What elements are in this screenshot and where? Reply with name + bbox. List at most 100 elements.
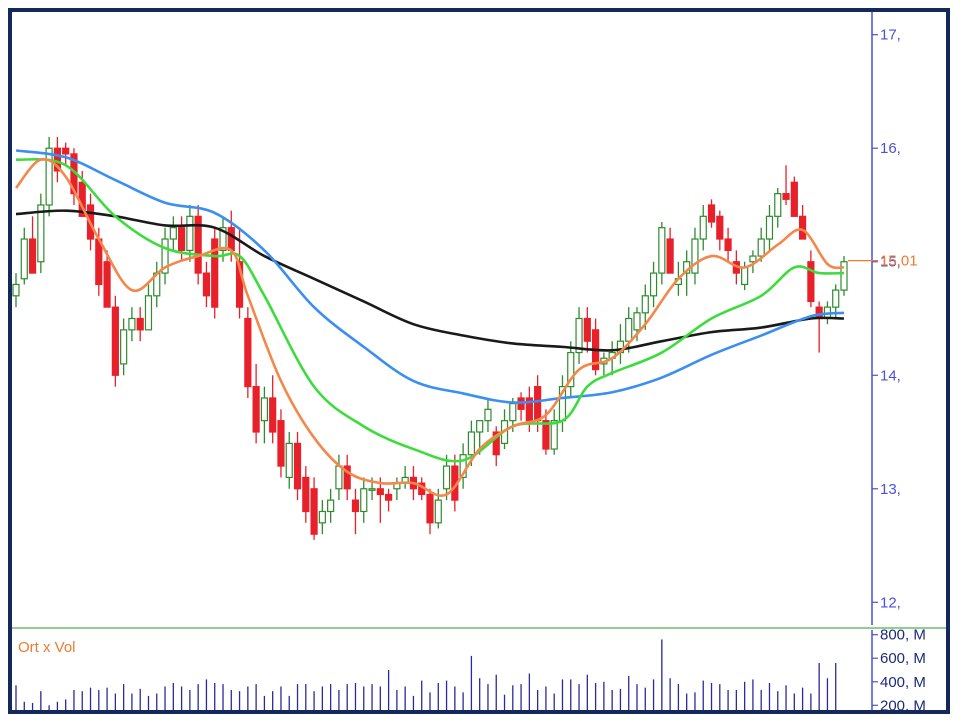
candle-up bbox=[625, 317, 633, 342]
candle-down bbox=[724, 238, 732, 251]
candle-up bbox=[699, 215, 707, 240]
candle-up bbox=[840, 261, 848, 291]
candle-up bbox=[832, 289, 840, 308]
candle-down bbox=[269, 397, 277, 433]
candle-down bbox=[211, 238, 219, 308]
volume-axis: 800, M 600, M 400, M 200, M bbox=[872, 627, 926, 710]
candle-down bbox=[95, 238, 103, 286]
candle-down bbox=[716, 215, 724, 240]
candle-up bbox=[691, 238, 699, 274]
candle-up bbox=[467, 431, 475, 456]
candle-up bbox=[575, 317, 583, 354]
candle-down bbox=[277, 420, 285, 467]
candle-up bbox=[741, 266, 749, 286]
candle-up bbox=[128, 317, 136, 331]
moving-average-blue bbox=[15, 149, 845, 404]
moving-average-black bbox=[15, 209, 845, 352]
candle-up bbox=[442, 465, 451, 490]
candle-up bbox=[318, 510, 326, 524]
candle-up bbox=[774, 193, 782, 217]
candle-down bbox=[376, 488, 384, 496]
moving-average-orange bbox=[14, 157, 845, 497]
candle-up bbox=[335, 465, 343, 490]
candle-up bbox=[169, 227, 177, 240]
price-tick-label: 17, bbox=[880, 27, 901, 44]
candle-up bbox=[360, 488, 368, 513]
volume-tick-label: 200, M bbox=[880, 697, 926, 710]
candle-down bbox=[492, 431, 500, 456]
candle-down bbox=[28, 238, 37, 274]
candle-up bbox=[476, 420, 484, 433]
candle-down bbox=[790, 181, 798, 217]
candle-down bbox=[798, 215, 807, 240]
candle-down bbox=[111, 306, 119, 376]
price-tick-label: 15, bbox=[880, 254, 901, 271]
volume-indicator-label: Ort x Vol bbox=[18, 639, 76, 656]
candle-down bbox=[53, 147, 62, 172]
candle-down bbox=[103, 261, 111, 308]
candle-down bbox=[542, 420, 550, 450]
candle-up bbox=[434, 499, 442, 524]
candle-up bbox=[567, 351, 575, 388]
candle-down bbox=[351, 499, 360, 513]
candle-down bbox=[807, 261, 815, 303]
candle-down bbox=[178, 227, 186, 251]
price-tick-label: 13, bbox=[880, 481, 901, 498]
candle-down bbox=[707, 204, 716, 223]
candle-down bbox=[194, 215, 202, 274]
candle-up bbox=[459, 454, 467, 479]
volume-bars-layer bbox=[15, 639, 837, 710]
moving-average-green bbox=[15, 157, 845, 463]
candle-down bbox=[310, 488, 318, 535]
candle-up bbox=[219, 227, 227, 251]
candle-up bbox=[649, 272, 658, 297]
candle-down bbox=[343, 465, 351, 490]
candle-down bbox=[202, 272, 211, 297]
candle-up bbox=[260, 397, 268, 422]
candle-down bbox=[235, 261, 244, 308]
candle-up bbox=[757, 238, 765, 257]
volume-tick-label: 800, M bbox=[880, 627, 926, 644]
candle-down bbox=[227, 227, 235, 251]
candle-down bbox=[293, 442, 302, 490]
candle-up bbox=[641, 295, 649, 314]
candle-down bbox=[666, 238, 674, 274]
price-tick-label: 14, bbox=[880, 367, 901, 384]
candle-up bbox=[186, 215, 194, 251]
candle-down bbox=[62, 147, 70, 155]
candle-up bbox=[45, 147, 53, 206]
candle-up bbox=[37, 204, 45, 263]
volume-tick-label: 400, M bbox=[880, 674, 926, 691]
candle-up bbox=[144, 295, 153, 331]
candle-down bbox=[782, 193, 790, 200]
chart-frame: 17, 16, 15, 14, 13, 12, 15,01 800, M 600, M 400… bbox=[8, 8, 950, 714]
candle-up bbox=[749, 255, 757, 263]
candle-up bbox=[20, 238, 28, 280]
price-tick-label: 12, bbox=[880, 594, 901, 611]
candle-down bbox=[136, 317, 144, 331]
candles-layer bbox=[12, 136, 848, 540]
candle-down bbox=[525, 397, 533, 422]
candle-down bbox=[583, 317, 591, 342]
candle-up bbox=[368, 488, 376, 491]
candle-up bbox=[658, 227, 666, 274]
price-axis: 17, 16, 15, 14, 13, 12, bbox=[872, 27, 901, 611]
candle-up bbox=[120, 329, 128, 365]
candle-up bbox=[509, 403, 517, 422]
candle-up bbox=[550, 420, 558, 450]
candle-down bbox=[244, 317, 252, 388]
candle-up bbox=[484, 408, 492, 422]
candle-up bbox=[285, 442, 293, 479]
candle-down bbox=[252, 386, 260, 433]
last-price-label: 15,01 bbox=[880, 253, 918, 270]
candle-down bbox=[385, 493, 393, 501]
candle-down bbox=[426, 493, 434, 524]
moving-averages-layer bbox=[14, 149, 845, 497]
candle-up bbox=[12, 283, 20, 297]
candle-down bbox=[534, 386, 542, 422]
candle-down bbox=[302, 476, 310, 513]
price-tick-label: 16, bbox=[880, 140, 901, 157]
candle-up bbox=[161, 238, 169, 274]
candle-up bbox=[633, 312, 641, 331]
candle-up bbox=[327, 499, 335, 513]
